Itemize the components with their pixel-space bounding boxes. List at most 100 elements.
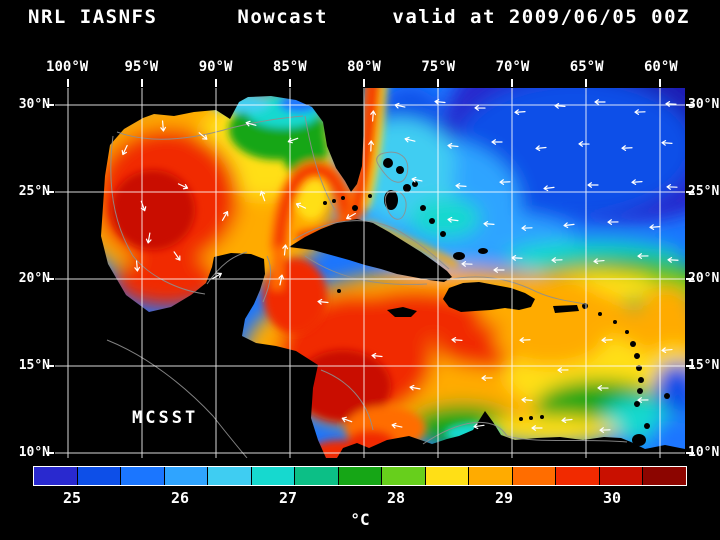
valid-time-label: valid at 2009/06/05 00Z	[392, 6, 690, 28]
current-arrow-icon	[531, 425, 543, 431]
current-arrow-icon	[317, 298, 329, 305]
model-name: NRL IASNFS	[28, 6, 158, 28]
colorbar-segment	[208, 467, 251, 485]
current-arrow-icon	[371, 352, 383, 359]
current-arrow-icon	[391, 422, 403, 429]
current-arrow-icon	[411, 176, 423, 183]
title-bar: NRL IASNFS Nowcast valid at 2009/06/05 0…	[28, 6, 690, 28]
current-arrow-icon	[447, 216, 459, 223]
current-arrow-icon	[607, 219, 619, 225]
colorbar-segments	[34, 467, 686, 485]
current-arrow-icon	[483, 220, 495, 227]
lat-label: 20°N	[688, 271, 720, 286]
current-arrow-icon	[649, 224, 661, 231]
lat-label: 20°N	[18, 271, 50, 286]
lat-axis-tick	[686, 365, 694, 367]
lon-axis-tick	[437, 79, 439, 87]
current-arrow-icon	[474, 105, 486, 111]
current-arrow-icon	[521, 225, 533, 231]
colorbar-segment	[382, 467, 425, 485]
current-arrow-icon	[259, 190, 266, 202]
current-arrow-icon	[514, 109, 526, 116]
colorbar-segment	[338, 467, 382, 485]
lat-axis-tick	[46, 104, 54, 106]
current-arrow-icon	[455, 182, 467, 189]
lat-axis-tick	[686, 191, 694, 193]
current-arrow-icon	[461, 261, 473, 267]
lat-label: 10°N	[18, 445, 50, 460]
lat-axis-tick	[46, 365, 54, 367]
current-arrow-icon	[551, 257, 563, 263]
product-name: Nowcast	[237, 6, 328, 28]
lon-label: 100°W	[46, 59, 89, 75]
current-arrow-icon	[287, 137, 299, 144]
current-arrow-icon	[593, 258, 605, 265]
lon-axis-tick	[659, 79, 661, 87]
lat-label: 10°N	[688, 445, 720, 460]
lon-label: 85°W	[272, 59, 307, 75]
current-arrow-icon	[341, 416, 353, 423]
current-arrow-icon	[447, 142, 459, 149]
colorbar-segment	[295, 467, 338, 485]
current-arrow-icon	[140, 200, 147, 212]
current-arrow-icon	[404, 136, 416, 143]
current-arrow-icon	[519, 337, 531, 343]
current-arrow-icon	[561, 417, 573, 424]
current-arrow-icon	[601, 337, 613, 343]
colorbar-segment	[643, 467, 686, 485]
lon-axis-tick	[289, 79, 291, 87]
lon-label: 75°W	[421, 59, 456, 75]
grid-lines	[55, 88, 685, 458]
lon-label: 90°W	[198, 59, 233, 75]
colorbar-segment	[251, 467, 295, 485]
lon-axis-tick	[141, 79, 143, 87]
lat-label: 15°N	[688, 358, 720, 373]
current-arrow-icon	[493, 267, 505, 273]
latitude-axis-right: 30°N 25°N 20°N 15°N 10°N	[688, 96, 720, 462]
current-arrow-icon	[578, 141, 590, 147]
current-arrow-icon	[665, 101, 677, 107]
current-arrow-icon	[554, 102, 566, 109]
current-arrow-icon	[637, 253, 649, 259]
current-arrow-icon	[535, 145, 547, 152]
lat-axis-tick	[46, 452, 54, 454]
current-arrow-icon	[221, 211, 229, 221]
current-vectors-layer	[121, 98, 679, 433]
current-arrow-icon	[278, 274, 285, 286]
current-arrow-icon	[295, 202, 307, 209]
current-arrow-icon	[491, 139, 503, 145]
current-arrow-icon	[481, 375, 493, 381]
colorbar-segment	[164, 467, 208, 485]
lat-axis-tick	[686, 278, 694, 280]
lon-axis-tick	[511, 79, 513, 87]
lat-axis-tick	[686, 452, 694, 454]
latitude-axis-left: 30°N 25°N 20°N 15°N 10°N	[8, 96, 52, 462]
lat-label: 25°N	[18, 184, 50, 199]
lat-label: 25°N	[688, 184, 720, 199]
current-arrow-icon	[637, 397, 649, 403]
colorbar-segment	[425, 467, 469, 485]
colorbar	[33, 466, 687, 486]
colorbar-ticks: 25 26 27 28 29 30	[33, 489, 687, 507]
current-arrow-icon	[160, 120, 167, 132]
lat-axis-tick	[686, 104, 694, 106]
current-arrow-icon	[121, 144, 128, 156]
lon-label: 95°W	[124, 59, 159, 75]
current-arrow-icon	[521, 396, 533, 403]
current-arrow-icon	[134, 260, 141, 272]
lon-label: 70°W	[495, 59, 530, 75]
lon-label: 60°W	[644, 59, 678, 75]
current-arrow-icon	[198, 132, 208, 140]
lat-label: 15°N	[18, 358, 50, 373]
current-arrow-icon	[594, 99, 606, 105]
current-arrow-icon	[661, 139, 673, 146]
lat-axis-tick	[46, 191, 54, 193]
current-arrow-icon	[667, 257, 679, 263]
colorbar-unit-label: °C	[350, 510, 370, 529]
lat-axis-tick	[46, 278, 54, 280]
longitude-axis: 100°W 95°W 90°W 85°W 80°W 75°W 70°W 65°W…	[30, 59, 698, 75]
map-canvas	[55, 88, 685, 458]
current-arrow-icon	[409, 384, 421, 391]
current-arrow-icon	[543, 185, 555, 192]
current-arrow-icon	[597, 385, 609, 391]
